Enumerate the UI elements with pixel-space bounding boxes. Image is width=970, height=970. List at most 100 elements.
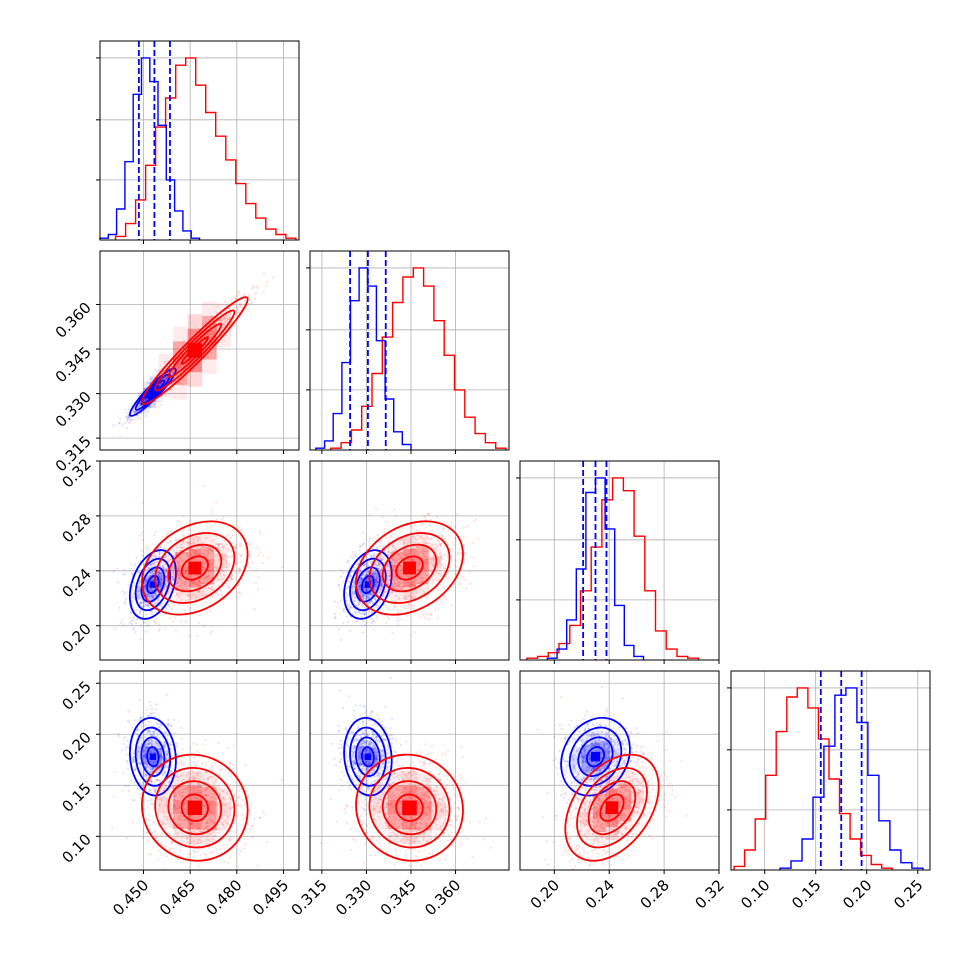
sample-point [181,530,184,534]
scatter-panel-0-2 [112,484,284,641]
sample-point [380,546,383,549]
sample-point [212,538,215,542]
sample-point [350,590,353,593]
sample-point [433,557,436,560]
sample-point [217,585,220,588]
sample-point [399,618,402,621]
sample-point [387,539,390,542]
sample-point [214,327,217,331]
contour-blue [343,549,393,620]
sample-point [158,725,161,729]
sample-point [180,546,183,549]
sample-point [132,627,136,630]
sample-point [434,608,437,611]
sample-point [144,613,147,616]
sample-point [185,594,188,597]
sample-point [432,564,436,567]
sample-point [185,576,189,579]
sample-point [138,392,141,395]
sample-point [154,760,157,763]
sample-point [360,576,363,579]
sample-point [182,540,185,543]
sample-point [239,592,242,595]
sample-point [173,549,176,552]
sample-point [124,736,127,739]
sample-point [347,580,350,583]
sample-point [169,770,172,773]
sample-point [362,564,366,567]
scatter-panel-0-1 [111,273,275,438]
sample-point [387,577,390,581]
sample-point [155,400,158,403]
sample-point [197,589,200,593]
sample-point [205,554,208,557]
sample-point [151,760,155,763]
sample-point [359,570,362,573]
sample-point [133,411,136,414]
sample-point [154,561,157,564]
sample-point [426,537,429,540]
sample-point [152,594,155,597]
sample-point [169,540,172,543]
sample-point [160,560,163,563]
sample-point [122,573,125,576]
sample-point [210,630,213,633]
sample-point [223,321,226,324]
sample-point [363,624,367,627]
sample-point [380,582,383,585]
sample-point [180,578,183,581]
sample-point [144,747,147,750]
sample-point [405,554,408,557]
sample-point [204,577,207,580]
sample-point [215,543,218,546]
sample-point [221,552,224,556]
sample-point [201,558,204,561]
sample-point [226,318,229,321]
sample-point [186,594,189,597]
sample-point [368,540,371,543]
sample-point [145,708,148,711]
sample-point [205,334,208,337]
density-cell-red [202,301,217,316]
contour-blue [134,373,172,411]
density-cell-blue [137,593,144,600]
sample-point [172,371,175,374]
sample-point [164,585,167,588]
sample-point [193,581,196,585]
sample-point [415,552,418,555]
sample-point [178,568,181,571]
sample-point [425,542,428,545]
sample-point [160,404,163,407]
sample-point [438,561,441,564]
sample-point [346,571,349,574]
sample-point [164,744,167,747]
sample-point [165,376,168,379]
sample-point [421,547,424,550]
sample-point [440,573,443,576]
sample-point [388,578,391,581]
sample-point [368,601,371,605]
sample-point [378,545,382,548]
sample-point [227,307,230,310]
sample-point [165,377,168,380]
sample-point [137,593,140,597]
sample-point [408,602,411,605]
density-cell-blue [358,590,365,597]
sample-point [125,415,128,418]
sample-point [156,733,159,737]
sample-point [357,572,360,575]
sample-point [137,750,140,753]
contour-red [141,296,249,405]
sample-point [144,773,147,776]
sample-point [162,567,165,570]
sample-point [472,542,475,545]
sample-point [360,544,363,547]
sample-point [135,608,138,611]
sample-point [153,731,156,734]
sample-point [193,367,196,370]
density-cell-blue [377,582,385,590]
sample-point [163,744,167,747]
sample-point [345,586,349,590]
sample-point [371,537,375,540]
sample-point [254,581,258,584]
